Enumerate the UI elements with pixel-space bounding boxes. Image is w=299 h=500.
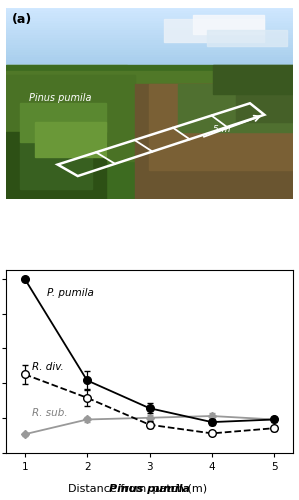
Text: patch (m): patch (m) [150, 484, 208, 494]
Bar [6, 65, 126, 100]
Text: R. sub.: R. sub. [32, 408, 68, 418]
Bar [6, 7, 293, 15]
Bar [35, 122, 106, 157]
Bar [6, 29, 293, 37]
Bar [236, 84, 293, 122]
Text: Pinus pumila: Pinus pumila [109, 484, 190, 494]
Bar [6, 68, 293, 76]
Bar [6, 51, 293, 59]
Text: Pinus pumila: Pinus pumila [29, 94, 91, 104]
Text: P. pumila: P. pumila [47, 288, 93, 298]
Bar [6, 22, 293, 30]
Bar [6, 70, 92, 94]
Bar [6, 44, 293, 52]
Bar [6, 74, 135, 160]
Bar [207, 30, 287, 46]
Bar [20, 142, 92, 190]
Bar [6, 65, 293, 199]
Text: 5 m: 5 m [213, 125, 230, 134]
Bar [6, 4, 293, 12]
Bar [20, 104, 106, 142]
Bar [6, 132, 106, 199]
Bar [6, 42, 293, 49]
Bar [6, 64, 293, 71]
Bar [6, 20, 293, 27]
Bar [178, 84, 293, 132]
Bar [6, 39, 293, 46]
Bar [6, 2, 293, 10]
Bar [6, 36, 293, 44]
Bar [6, 54, 293, 62]
Bar [6, 0, 293, 8]
Bar [6, 12, 293, 20]
Bar [150, 84, 293, 170]
Bar [6, 70, 293, 78]
Bar [6, 46, 293, 54]
Bar [6, 10, 293, 18]
Bar [6, 70, 293, 113]
Bar [135, 84, 293, 199]
Bar [6, 26, 293, 34]
Bar [164, 19, 264, 42]
Bar [6, 24, 293, 32]
Bar [213, 65, 293, 94]
Text: R. div.: R. div. [32, 362, 64, 372]
Text: (a): (a) [12, 13, 32, 26]
Bar [6, 66, 293, 74]
Bar [6, 17, 293, 24]
Bar [6, 58, 293, 66]
Bar [6, 48, 293, 56]
Bar [6, 32, 293, 40]
Bar [12, 78, 63, 90]
Bar [6, 61, 293, 68]
Bar [6, 72, 63, 88]
Bar [6, 14, 293, 22]
Bar [6, 34, 293, 42]
Bar [193, 15, 264, 34]
Text: Distance from: Distance from [68, 484, 150, 494]
Bar [6, 56, 293, 64]
